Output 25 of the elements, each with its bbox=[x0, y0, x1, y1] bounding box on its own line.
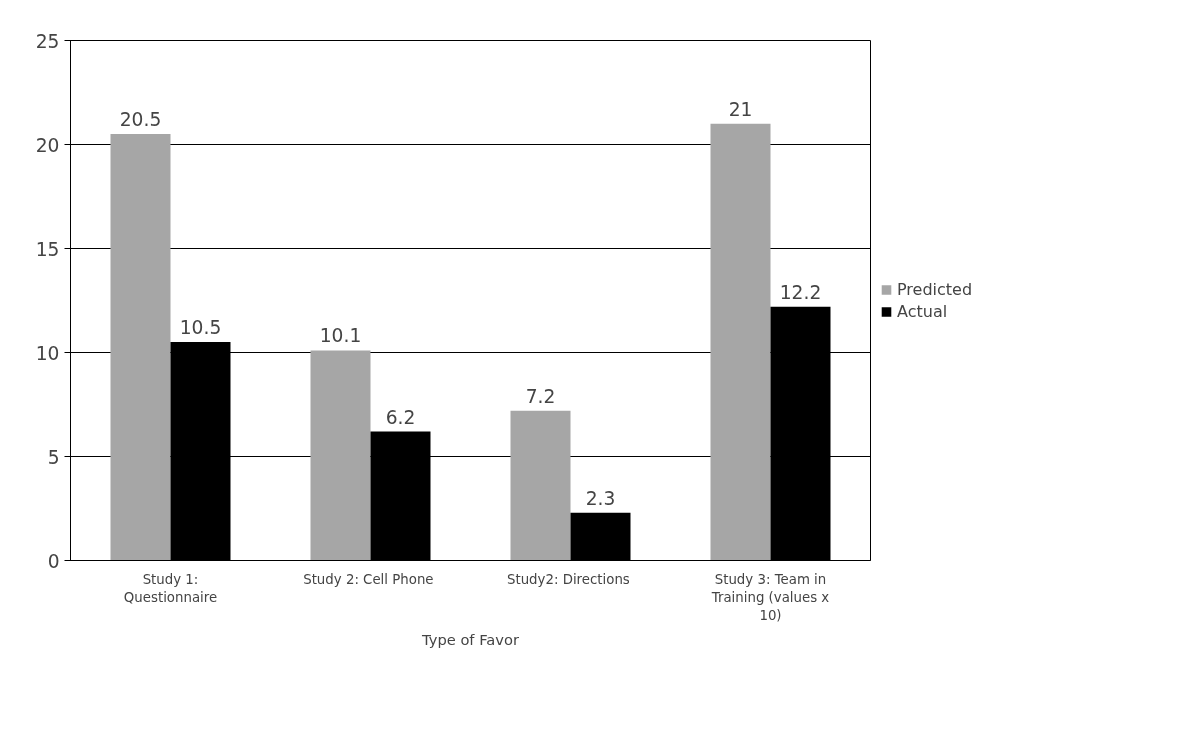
data-label: 10.1 bbox=[319, 325, 362, 347]
bar bbox=[310, 350, 371, 561]
bar bbox=[110, 134, 171, 561]
y-tick-label: 10 bbox=[35, 342, 60, 364]
bar bbox=[510, 410, 571, 561]
legend-label: Predicted bbox=[897, 279, 973, 299]
y-tick-label: 25 bbox=[35, 30, 60, 52]
data-label: 10.5 bbox=[179, 317, 222, 339]
y-tick-label: 20 bbox=[35, 134, 60, 156]
x-tick-label: Study2: Directions bbox=[506, 571, 630, 587]
x-tick-label: Study 1: Questionnaire bbox=[123, 571, 218, 605]
y-tick-label: 5 bbox=[47, 446, 60, 468]
x-tick-label: Study 3: Team in Training (values x 10) bbox=[710, 571, 830, 623]
data-label: 12.2 bbox=[779, 281, 822, 303]
legend-label: Actual bbox=[897, 301, 948, 321]
x-tick-label: Study 2: Cell Phone bbox=[303, 571, 434, 587]
data-label: 7.2 bbox=[525, 385, 556, 407]
data-label: 21 bbox=[728, 98, 753, 120]
data-label: 20.5 bbox=[119, 109, 162, 131]
bar bbox=[710, 123, 771, 561]
data-label: 2.3 bbox=[585, 487, 616, 509]
y-tick-label: 0 bbox=[47, 550, 60, 572]
data-label: 6.2 bbox=[385, 406, 416, 428]
y-tick-label: 15 bbox=[35, 238, 60, 260]
x-axis-title: Type of Favor bbox=[421, 630, 520, 648]
